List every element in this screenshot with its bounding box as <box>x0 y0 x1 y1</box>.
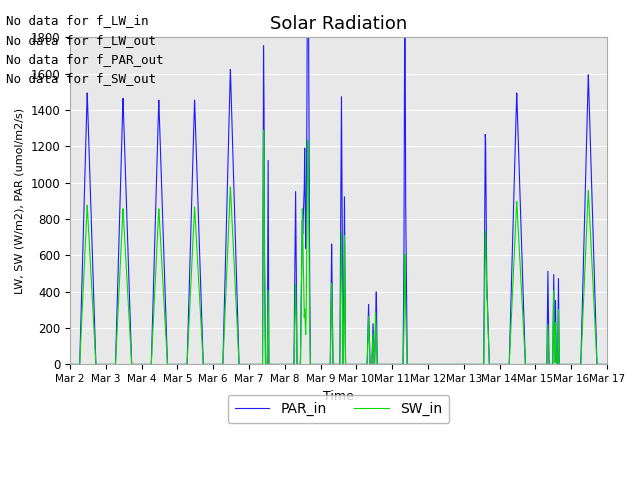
PAR_in <box>602 361 610 367</box>
PAR_in <box>319 361 326 367</box>
Text: No data for f_LW_in: No data for f_LW_in <box>6 14 149 27</box>
Line: SW_in: SW_in <box>70 130 607 364</box>
SW_in <box>459 361 467 367</box>
PAR_in <box>66 361 74 367</box>
SW_in <box>260 127 268 133</box>
PAR_in <box>459 361 467 367</box>
SW_in <box>429 361 436 367</box>
PAR_in <box>163 333 170 339</box>
Legend: PAR_in, SW_in: PAR_in, SW_in <box>228 395 449 423</box>
Title: Solar Radiation: Solar Radiation <box>270 15 407 33</box>
Y-axis label: LW, SW (W/m2), PAR (umol/m2/s): LW, SW (W/m2), PAR (umol/m2/s) <box>15 108 25 294</box>
Text: No data for f_SW_out: No data for f_SW_out <box>6 72 156 85</box>
PAR_in <box>603 361 611 367</box>
SW_in <box>66 361 74 367</box>
SW_in <box>319 361 326 367</box>
SW_in <box>163 345 170 351</box>
SW_in <box>603 361 611 367</box>
Text: No data for f_LW_out: No data for f_LW_out <box>6 34 156 47</box>
PAR_in <box>489 361 497 367</box>
SW_in <box>602 361 610 367</box>
Line: PAR_in: PAR_in <box>70 0 607 364</box>
PAR_in <box>429 361 436 367</box>
Text: No data for f_PAR_out: No data for f_PAR_out <box>6 53 164 66</box>
X-axis label: Time: Time <box>323 390 354 403</box>
SW_in <box>489 361 497 367</box>
